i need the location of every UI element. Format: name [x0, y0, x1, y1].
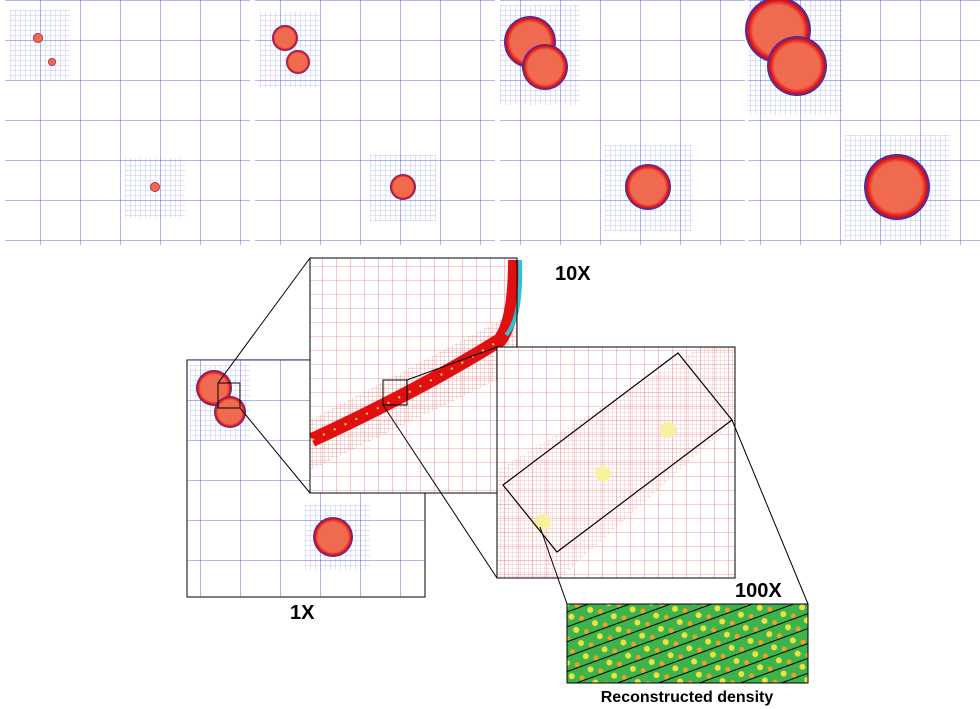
bubble: [522, 44, 568, 90]
zoom-10x: [310, 258, 520, 493]
panel-2: [255, 0, 495, 245]
bubble: [864, 154, 930, 220]
panel-4: [745, 0, 980, 245]
panel-3: [500, 0, 745, 245]
density-spot: [660, 422, 676, 438]
figure: 10X 1X 100X Reconstructed density: [0, 0, 980, 709]
density: [567, 604, 808, 683]
bubble: [48, 58, 56, 66]
zoom-line: [732, 420, 808, 604]
top-panels: [5, 0, 980, 245]
bubble: [625, 164, 671, 210]
bubble: [767, 36, 827, 96]
label-10x: 10X: [555, 263, 591, 285]
bubble: [150, 182, 160, 192]
caption: Reconstructed density: [601, 689, 774, 706]
panel-1: [5, 0, 250, 245]
bubble: [33, 33, 43, 43]
bubble: [272, 25, 298, 51]
density-image: [567, 604, 808, 683]
density-spot: [595, 466, 611, 482]
bubble: [286, 50, 310, 74]
fine-mesh: [10, 10, 70, 80]
zoom-100x: [497, 347, 735, 578]
bubble: [390, 174, 416, 200]
bubble: [313, 517, 353, 557]
bubble: [214, 396, 246, 428]
label-1x: 1X: [290, 602, 315, 624]
label-100x: 100X: [735, 580, 782, 602]
page: 10X 1X 100X Reconstructed density (() =>…: [0, 0, 980, 709]
